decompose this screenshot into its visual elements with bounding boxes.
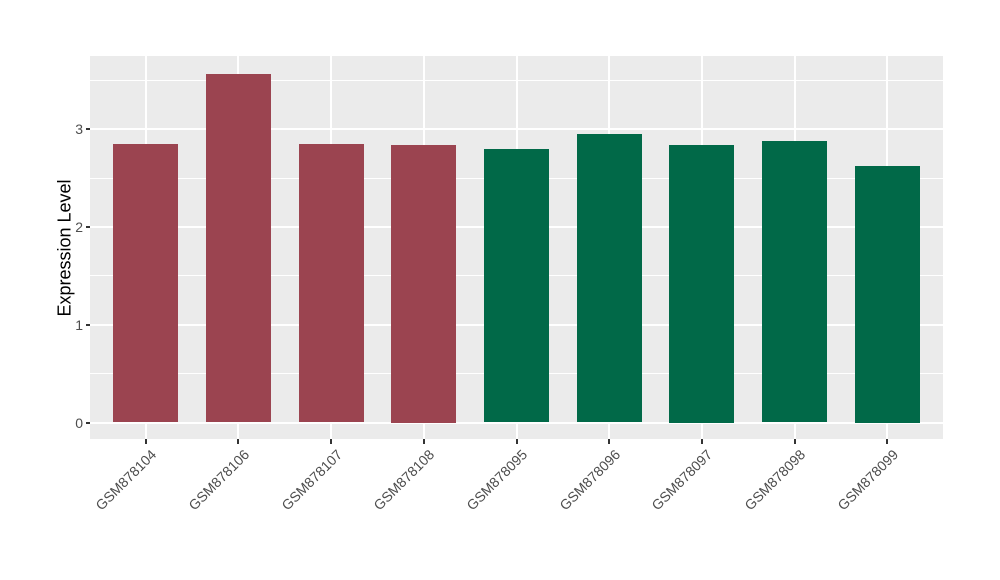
x-tick-mark-GSM878108	[422, 439, 425, 444]
y-tick-label-1: 1	[75, 316, 83, 333]
x-tick-mark-GSM878107	[330, 439, 333, 444]
x-tick-label-GSM878098: GSM878098	[741, 446, 809, 514]
y-tick-label-3: 3	[75, 121, 83, 138]
x-tick-label-GSM878108: GSM878108	[370, 446, 438, 514]
bar-GSM878108	[391, 145, 457, 423]
y-tick-label-0: 0	[75, 414, 83, 431]
bar-GSM878099	[854, 165, 920, 423]
y-tick-mark-3	[86, 128, 90, 131]
x-tick-label-GSM878096: GSM878096	[555, 446, 623, 514]
bar-GSM878107	[298, 144, 364, 423]
bar-GSM878106	[205, 73, 271, 423]
x-tick-mark-GSM878098	[793, 439, 796, 444]
x-tick-label-GSM878097: GSM878097	[648, 446, 716, 514]
x-tick-mark-GSM878104	[144, 439, 147, 444]
bar-GSM878097	[669, 145, 735, 423]
y-tick-mark-1	[86, 323, 90, 326]
y-tick-mark-2	[86, 226, 90, 229]
x-tick-label-GSM878104: GSM878104	[92, 446, 160, 514]
x-tick-label-GSM878095: GSM878095	[463, 446, 531, 514]
x-tick-label-GSM878107: GSM878107	[277, 446, 345, 514]
bar-GSM878096	[576, 134, 642, 423]
x-tick-mark-GSM878096	[608, 439, 611, 444]
y-tick-mark-0	[86, 421, 90, 424]
x-tick-label-GSM878106: GSM878106	[185, 446, 252, 514]
x-tick-mark-GSM878106	[237, 439, 240, 444]
plot-panel	[90, 56, 943, 439]
bar-GSM878104	[113, 144, 179, 423]
x-tick-mark-GSM878095	[515, 439, 518, 444]
y-tick-label-2: 2	[75, 219, 83, 236]
x-tick-mark-GSM878097	[700, 439, 703, 444]
y-axis-title: Expression Level	[54, 178, 75, 317]
bar-GSM878095	[484, 148, 549, 423]
bar-GSM878098	[762, 141, 828, 423]
x-tick-label-GSM878099: GSM878099	[834, 446, 902, 514]
x-tick-mark-GSM878099	[886, 439, 889, 444]
